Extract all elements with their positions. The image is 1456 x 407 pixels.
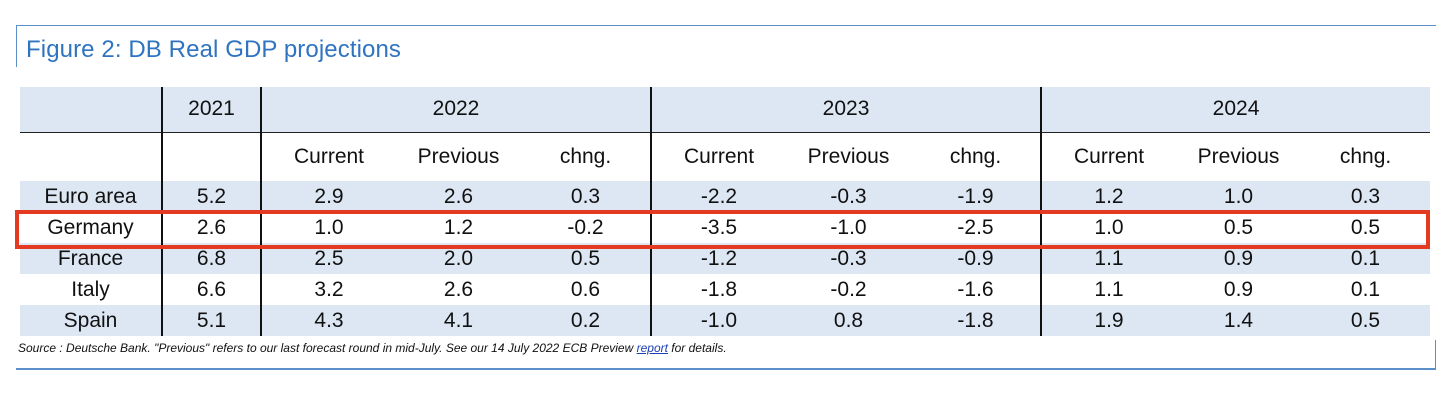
table-row: Germany 2.6 1.0 1.2 -0.2 -3.5 -1.0 -2.5 1.0 0.5 0.… (20, 212, 1430, 243)
source-suffix: for details. (667, 341, 727, 355)
value-cell: 2.5 (260, 243, 396, 274)
value-cell: 1.1 (1040, 243, 1177, 274)
country-cell: Germany (47, 215, 134, 239)
value-cell: 0.5 (570, 246, 601, 270)
value-cell: 4.1 (443, 308, 474, 332)
value-cell: 0.5 (1350, 308, 1381, 332)
gdp-projections-table: 2021 2022 2023 2024 Current Previous chn… (20, 87, 1431, 336)
figure-frame-top (16, 25, 1436, 26)
value-cell: 0.2 (570, 308, 601, 332)
subheader-row: Current Previous chng. Current Previous … (20, 132, 1430, 181)
country-cell: Italy (71, 277, 110, 301)
year-header-row: 2021 2022 2023 2024 (20, 87, 1431, 133)
subheader-change-2024: chng. (1339, 144, 1392, 168)
subheader-current-2024: Current (1040, 132, 1177, 181)
value-cell: -0.2 (567, 215, 604, 239)
table-row: Spain 5.1 4.3 4.1 0.2 -1.0 0.8 -1.8 1.9 1.4 0.5 (20, 305, 1431, 336)
value-cell: -0.3 (830, 184, 867, 208)
value-cell: 1.0 (260, 212, 396, 243)
subheader-current-2023: Current (650, 132, 787, 181)
value-cell: 2.9 (260, 181, 396, 212)
value-cell: -1.8 (650, 274, 787, 305)
value-cell: 3.2 (260, 274, 396, 305)
year-header-2021: 2021 (161, 87, 261, 133)
subheader-previous-2022: Previous (417, 144, 500, 168)
value-cell: 0.3 (1350, 184, 1381, 208)
value-cell: -1.6 (957, 277, 994, 301)
value-cell: 0.8 (833, 308, 864, 332)
corner-cell (20, 87, 162, 133)
value-cell: 0.9 (1223, 246, 1254, 270)
value-cell: 2.6 (161, 212, 261, 243)
value-cell: 0.1 (1350, 277, 1381, 301)
value-cell: -1.9 (957, 184, 994, 208)
subheader-empty-2021 (161, 132, 261, 181)
report-link[interactable]: report (636, 341, 668, 355)
value-cell: 1.9 (1040, 305, 1177, 336)
source-note: Source : Deutsche Bank. "Previous" refer… (18, 341, 727, 355)
figure-title: Figure 2: DB Real GDP projections (26, 36, 402, 63)
year-header-2023: 2023 (650, 87, 1042, 133)
country-cell: France (57, 246, 124, 270)
value-cell: -0.9 (957, 246, 994, 270)
table-row: France 6.8 2.5 2.0 0.5 -1.2 -0.3 -0.9 1.1 0.9 0.1 (20, 243, 1431, 274)
value-cell: 1.0 (1223, 184, 1254, 208)
subheader-previous-2024: Previous (1197, 144, 1280, 168)
value-cell: 6.8 (161, 243, 261, 274)
value-cell: 0.6 (570, 277, 601, 301)
table-row: Italy 6.6 3.2 2.6 0.6 -1.8 -0.2 -1.6 1.1 0.9 0.1 (20, 274, 1430, 305)
country-cell: Euro area (44, 184, 137, 208)
subheader-change-2023: chng. (949, 144, 1002, 168)
value-cell: 4.3 (260, 305, 396, 336)
value-cell: -1.2 (650, 243, 787, 274)
value-cell: 1.4 (1223, 308, 1254, 332)
value-cell: -1.0 (830, 215, 867, 239)
value-cell: 0.5 (1223, 215, 1254, 239)
value-cell: 1.2 (1040, 181, 1177, 212)
subheader-empty (20, 132, 162, 181)
value-cell: -1.0 (650, 305, 787, 336)
value-cell: 0.1 (1350, 246, 1381, 270)
value-cell: 6.6 (161, 274, 261, 305)
country-cell: Spain (63, 308, 118, 332)
subheader-current-2022: Current (260, 132, 396, 181)
value-cell: 0.9 (1223, 277, 1254, 301)
value-cell: 2.6 (443, 277, 474, 301)
value-cell: 5.2 (161, 181, 261, 212)
value-cell: 1.2 (443, 215, 474, 239)
subheader-change-2022: chng. (559, 144, 612, 168)
value-cell: -3.5 (650, 212, 787, 243)
value-cell: 1.0 (1040, 212, 1177, 243)
value-cell: -2.2 (650, 181, 787, 212)
value-cell: 5.1 (161, 305, 261, 336)
value-cell: -0.2 (830, 277, 867, 301)
table-row: Euro area 5.2 2.9 2.6 0.3 -2.2 -0.3 -1.9 1.2 1.0 0… (20, 181, 1431, 212)
value-cell: -1.8 (957, 308, 994, 332)
value-cell: 0.3 (570, 184, 601, 208)
table-body: Euro area 5.2 2.9 2.6 0.3 -2.2 -0.3 -1.9 1.2 1.0 0… (20, 181, 1431, 336)
subheader-previous-2023: Previous (807, 144, 890, 168)
source-text: Source : Deutsche Bank. "Previous" refer… (18, 341, 637, 355)
figure-frame-right (1435, 340, 1436, 368)
year-header-2024: 2024 (1040, 87, 1431, 133)
value-cell: -0.3 (830, 246, 867, 270)
figure-frame-left (16, 25, 17, 67)
value-cell: 2.6 (443, 184, 474, 208)
value-cell: -2.5 (957, 215, 994, 239)
value-cell: 2.0 (443, 246, 474, 270)
year-header-2022: 2022 (259, 87, 652, 133)
value-cell: 0.5 (1350, 215, 1381, 239)
figure-frame-bottom (16, 368, 1436, 370)
value-cell: 1.1 (1040, 274, 1177, 305)
